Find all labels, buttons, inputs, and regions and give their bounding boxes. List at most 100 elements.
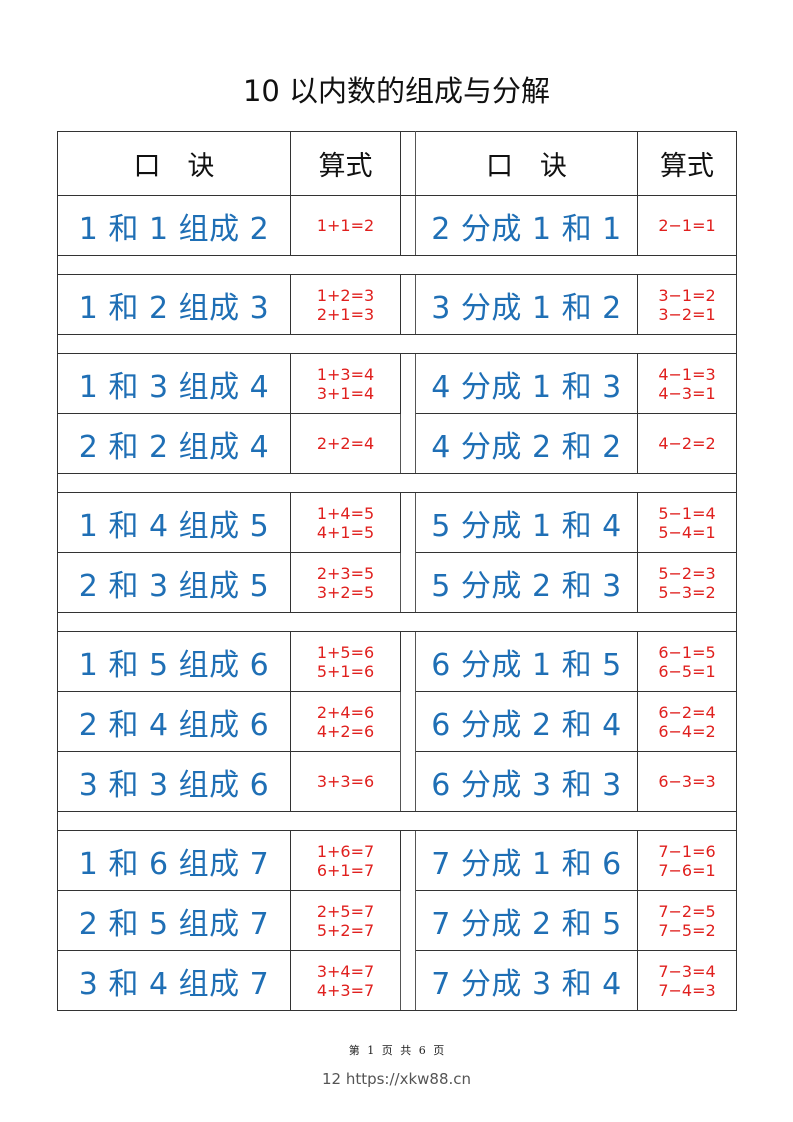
formula-line: 6−3=3 <box>658 772 716 791</box>
formula-line: 2+3=5 <box>316 563 375 583</box>
formula-line: 4+1=5 <box>316 522 375 542</box>
formula-line: 4−3=1 <box>658 383 716 403</box>
spacer-cell <box>57 811 737 831</box>
composition-rhyme: 3 和 3 组成 6 <box>57 751 291 812</box>
decomposition-rhyme: 7 分成 3 和 4 <box>415 950 638 1011</box>
formula-line: 6−1=5 <box>658 642 716 662</box>
formula-line: 4+3=7 <box>316 980 375 1000</box>
formula-line: 1+6=7 <box>316 841 375 861</box>
addition-formulas: 2+2=4 <box>290 413 401 474</box>
subtraction-formulas: 5−2=3 5−3=2 <box>637 552 737 613</box>
subtraction-formulas: 2−1=1 <box>637 195 737 256</box>
formula-line: 7−6=1 <box>658 860 716 880</box>
decomposition-rhyme: 7 分成 1 和 6 <box>415 830 638 891</box>
formula-line: 6−4=2 <box>658 721 716 741</box>
formula-line: 2+1=3 <box>316 304 375 324</box>
addition-formulas: 1+6=7 6+1=7 <box>290 830 401 891</box>
spacer-cell <box>57 612 737 632</box>
formula-line: 7−3=4 <box>658 961 716 981</box>
composition-rhyme: 1 和 2 组成 3 <box>57 274 291 335</box>
decomposition-rhyme: 4 分成 2 和 2 <box>415 413 638 474</box>
composition-rhyme: 1 和 5 组成 6 <box>57 631 291 692</box>
header-left-formula: 算式 <box>290 131 401 196</box>
table-row: 2 和 2 组成 4 2+2=4 4 分成 2 和 2 4−2=2 <box>57 413 737 474</box>
spacer-row <box>57 612 737 632</box>
formula-line: 2+2=4 <box>316 434 375 453</box>
formula-line: 4−2=2 <box>658 434 716 453</box>
composition-rhyme: 3 和 4 组成 7 <box>57 950 291 1011</box>
table-row: 1 和 4 组成 5 1+4=5 4+1=5 5 分成 1 和 4 5−1=4 5−4=1 <box>57 492 737 613</box>
composition-rhyme: 2 和 5 组成 7 <box>57 890 291 951</box>
formula-line: 5−3=2 <box>658 582 716 602</box>
formula-line: 3+4=7 <box>316 961 375 981</box>
header-row: 口 诀 算式 口 诀 算式 <box>57 131 737 196</box>
gap-cell <box>400 631 416 812</box>
subtraction-formulas: 4−2=2 <box>637 413 737 474</box>
formula-line: 7−4=3 <box>658 980 716 1000</box>
formula-line: 2+4=6 <box>316 702 375 722</box>
table-row: 1 和 6 组成 7 1+6=7 6+1=7 7 分成 1 和 6 7−1=6 7−6=1 <box>57 830 737 1011</box>
composition-rhyme: 1 和 4 组成 5 <box>57 492 291 553</box>
table-row: 1 和 5 组成 6 1+5=6 5+1=6 6 分成 1 和 5 6−1=5 6−5=1 <box>57 631 737 812</box>
spacer-cell <box>57 334 737 354</box>
decomposition-rhyme: 5 分成 1 和 4 <box>415 492 638 553</box>
composition-rhyme: 1 和 1 组成 2 <box>57 195 291 256</box>
gap-cell <box>400 353 416 474</box>
formula-line: 4−1=3 <box>658 364 716 384</box>
spacer-row <box>57 255 737 275</box>
subtraction-formulas: 5−1=4 5−4=1 <box>637 492 737 553</box>
formula-line: 7−2=5 <box>658 901 716 921</box>
spacer-row <box>57 473 737 493</box>
spacer-cell <box>57 473 737 493</box>
decomposition-rhyme: 6 分成 3 和 3 <box>415 751 638 812</box>
gap-cell <box>400 492 416 613</box>
formula-line: 1+4=5 <box>316 503 375 523</box>
addition-formulas: 3+4=7 4+3=7 <box>290 950 401 1011</box>
decomposition-rhyme: 3 分成 1 和 2 <box>415 274 638 335</box>
formula-line: 6−5=1 <box>658 661 716 681</box>
composition-rhyme: 2 和 2 组成 4 <box>57 413 291 474</box>
formula-line: 3+3=6 <box>316 772 375 791</box>
subtraction-formulas: 3−1=2 3−2=1 <box>637 274 737 335</box>
formula-line: 5−4=1 <box>658 522 716 542</box>
spacer-row <box>57 811 737 831</box>
addition-formulas: 2+5=7 5+2=7 <box>290 890 401 951</box>
composition-rhyme: 2 和 3 组成 5 <box>57 552 291 613</box>
composition-rhyme: 1 和 6 组成 7 <box>57 830 291 891</box>
page-title: 10 以内数的组成与分解 <box>242 74 551 108</box>
formula-line: 5+1=6 <box>316 661 375 681</box>
number-composition-table: 口 诀 算式 口 诀 算式 1 和 1 组成 2 1+1=2 2 分成 1 和 1 2… <box>57 131 737 1011</box>
addition-formulas: 1+2=3 2+1=3 <box>290 274 401 335</box>
spacer-row <box>57 334 737 354</box>
header-left-rhyme: 口 诀 <box>57 131 291 196</box>
formula-line: 5−1=4 <box>658 503 716 523</box>
header-right-rhyme: 口 诀 <box>415 131 638 196</box>
decomposition-rhyme: 6 分成 2 和 4 <box>415 691 638 752</box>
table-row: 2 和 4 组成 6 2+4=6 4+2=6 6 分成 2 和 4 6−2=4 6−4=2 <box>57 691 737 752</box>
formula-line: 4+2=6 <box>316 721 375 741</box>
composition-rhyme: 1 和 3 组成 4 <box>57 353 291 414</box>
subtraction-formulas: 6−1=5 6−5=1 <box>637 631 737 692</box>
subtraction-formulas: 7−2=5 7−5=2 <box>637 890 737 951</box>
header-right-formula: 算式 <box>637 131 737 196</box>
addition-formulas: 2+3=5 3+2=5 <box>290 552 401 613</box>
addition-formulas: 2+4=6 4+2=6 <box>290 691 401 752</box>
table-row: 1 和 1 组成 2 1+1=2 2 分成 1 和 1 2−1=1 <box>57 195 737 256</box>
formula-line: 3+2=5 <box>316 582 375 602</box>
decomposition-rhyme: 2 分成 1 和 1 <box>415 195 638 256</box>
addition-formulas: 3+3=6 <box>290 751 401 812</box>
page-footer: 第 1 页 共 6 页 <box>348 1044 445 1057</box>
formula-line: 5+2=7 <box>316 920 375 940</box>
composition-rhyme: 2 和 4 组成 6 <box>57 691 291 752</box>
formula-line: 6+1=7 <box>316 860 375 880</box>
table-row: 3 和 3 组成 6 3+3=6 6 分成 3 和 3 6−3=3 <box>57 751 737 812</box>
formula-line: 3+1=4 <box>316 383 375 403</box>
gap-cell <box>400 274 416 335</box>
addition-formulas: 1+4=5 4+1=5 <box>290 492 401 553</box>
decomposition-rhyme: 6 分成 1 和 5 <box>415 631 638 692</box>
table-row: 1 和 2 组成 3 1+2=3 2+1=3 3 分成 1 和 2 3−1=2 3−2=1 <box>57 274 737 335</box>
spacer-cell <box>57 255 737 275</box>
subtraction-formulas: 6−2=4 6−4=2 <box>637 691 737 752</box>
subtraction-formulas: 7−1=6 7−6=1 <box>637 830 737 891</box>
gap-cell <box>400 195 416 256</box>
